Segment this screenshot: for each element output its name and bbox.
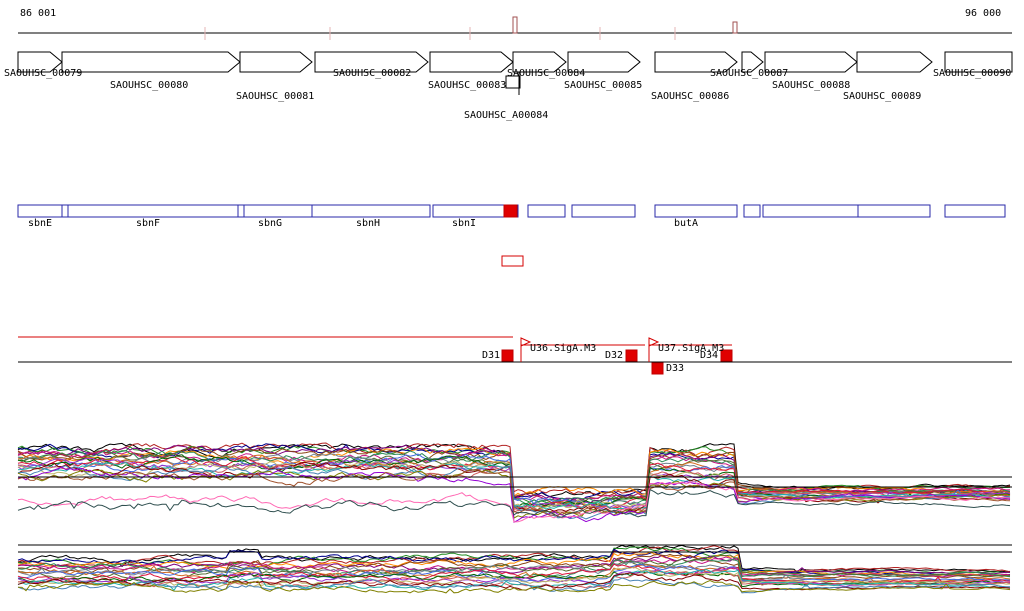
operon-box[interactable] xyxy=(857,204,931,218)
operon-box[interactable] xyxy=(654,204,738,218)
ruler-mark[interactable] xyxy=(732,21,738,34)
gene-arrow[interactable] xyxy=(567,51,641,73)
operon-label: sbnH xyxy=(356,218,381,229)
gene-label: SAOUHSC_00088 xyxy=(772,80,851,91)
gene-arrow[interactable] xyxy=(944,51,1013,73)
operon-box[interactable] xyxy=(743,204,761,218)
probe-label: D34 xyxy=(700,350,719,361)
expression-trace xyxy=(17,480,1011,523)
operon-box[interactable] xyxy=(762,204,859,218)
gene-arrow[interactable] xyxy=(764,51,858,73)
operon-red-block[interactable] xyxy=(503,204,518,218)
probe-label: D32 xyxy=(605,350,624,361)
gene-label: SAOUHSC_00080 xyxy=(110,80,189,91)
gene-label: SAOUHSC_A00084 xyxy=(464,110,549,121)
probe-square[interactable] xyxy=(501,349,514,362)
operon-label: sbnI xyxy=(452,218,477,229)
gene-arrow[interactable] xyxy=(512,51,567,73)
expression-trace xyxy=(17,577,1011,594)
gene-feature-box[interactable] xyxy=(505,75,521,89)
operon-label: sbnG xyxy=(258,218,283,229)
expression-trace xyxy=(17,579,1011,594)
expression-trace xyxy=(17,554,1011,577)
operon-box[interactable] xyxy=(432,204,519,218)
gene-arrow[interactable] xyxy=(239,51,313,73)
expression-trace xyxy=(17,465,1011,520)
tss-flag-icon[interactable] xyxy=(520,337,532,347)
gene-label: SAOUHSC_00083 xyxy=(428,80,507,91)
gene-label: SAOUHSC_00084 xyxy=(507,68,586,79)
operon-box[interactable] xyxy=(527,204,566,218)
expression-trace xyxy=(17,551,1011,577)
probe-square[interactable] xyxy=(720,349,733,362)
gene-label: SAOUHSC_00082 xyxy=(333,68,412,79)
gene-label: SAOUHSC_00079 xyxy=(4,68,83,79)
probe-label: D33 xyxy=(666,363,685,374)
expression-trace xyxy=(17,468,1011,517)
operon-box[interactable] xyxy=(571,204,636,218)
expression-trace xyxy=(17,488,1011,518)
operon-box[interactable] xyxy=(243,204,313,218)
operon-box[interactable] xyxy=(67,204,239,218)
operon-box[interactable] xyxy=(61,204,69,218)
probe-square[interactable] xyxy=(651,362,664,375)
gene-label: SAOUHSC_00090 xyxy=(933,68,1012,79)
gene-arrow[interactable] xyxy=(429,51,514,73)
probe-square[interactable] xyxy=(625,349,638,362)
gene-label: SAOUHSC_00085 xyxy=(564,80,643,91)
gene-arrow[interactable] xyxy=(654,51,738,73)
ruler-end-label: 96 000 xyxy=(965,8,1002,19)
expression-trace xyxy=(17,568,1011,592)
gene-label: SAOUHSC_00081 xyxy=(236,91,315,102)
tss-label: U36.SigA.M3 xyxy=(530,343,597,354)
expression-panel-lower xyxy=(17,544,1012,594)
expression-panel-upper xyxy=(17,442,1012,523)
expression-trace xyxy=(17,553,1011,581)
gene-arrow[interactable] xyxy=(741,51,764,73)
ruler-start-label: 86 001 xyxy=(20,8,57,19)
expression-trace xyxy=(17,563,1011,584)
operon-box[interactable] xyxy=(17,204,63,218)
operon-box[interactable] xyxy=(311,204,431,218)
expression-trace xyxy=(17,545,1011,573)
ruler-mark[interactable] xyxy=(512,16,518,34)
operon-box[interactable] xyxy=(237,204,245,218)
gene-label: SAOUHSC_00089 xyxy=(843,91,922,102)
operon-box[interactable] xyxy=(944,204,1006,218)
gene-label: SAOUHSC_00086 xyxy=(651,91,730,102)
operon-label: butA xyxy=(674,218,699,229)
probe-label: D31 xyxy=(482,350,501,361)
gene-arrow[interactable] xyxy=(17,51,63,73)
gene-arrow[interactable] xyxy=(856,51,933,73)
operon-label: sbnF xyxy=(136,218,161,229)
gene-arrow[interactable] xyxy=(61,51,241,73)
gene-arrow[interactable] xyxy=(314,51,429,73)
gene-label: SAOUHSC_00087 xyxy=(710,68,789,79)
lone-red-box[interactable] xyxy=(501,255,524,267)
tss-flag-icon[interactable] xyxy=(648,337,660,347)
operon-label: sbnE xyxy=(28,218,53,229)
tss-label: U37.SigA.M3 xyxy=(658,343,725,354)
